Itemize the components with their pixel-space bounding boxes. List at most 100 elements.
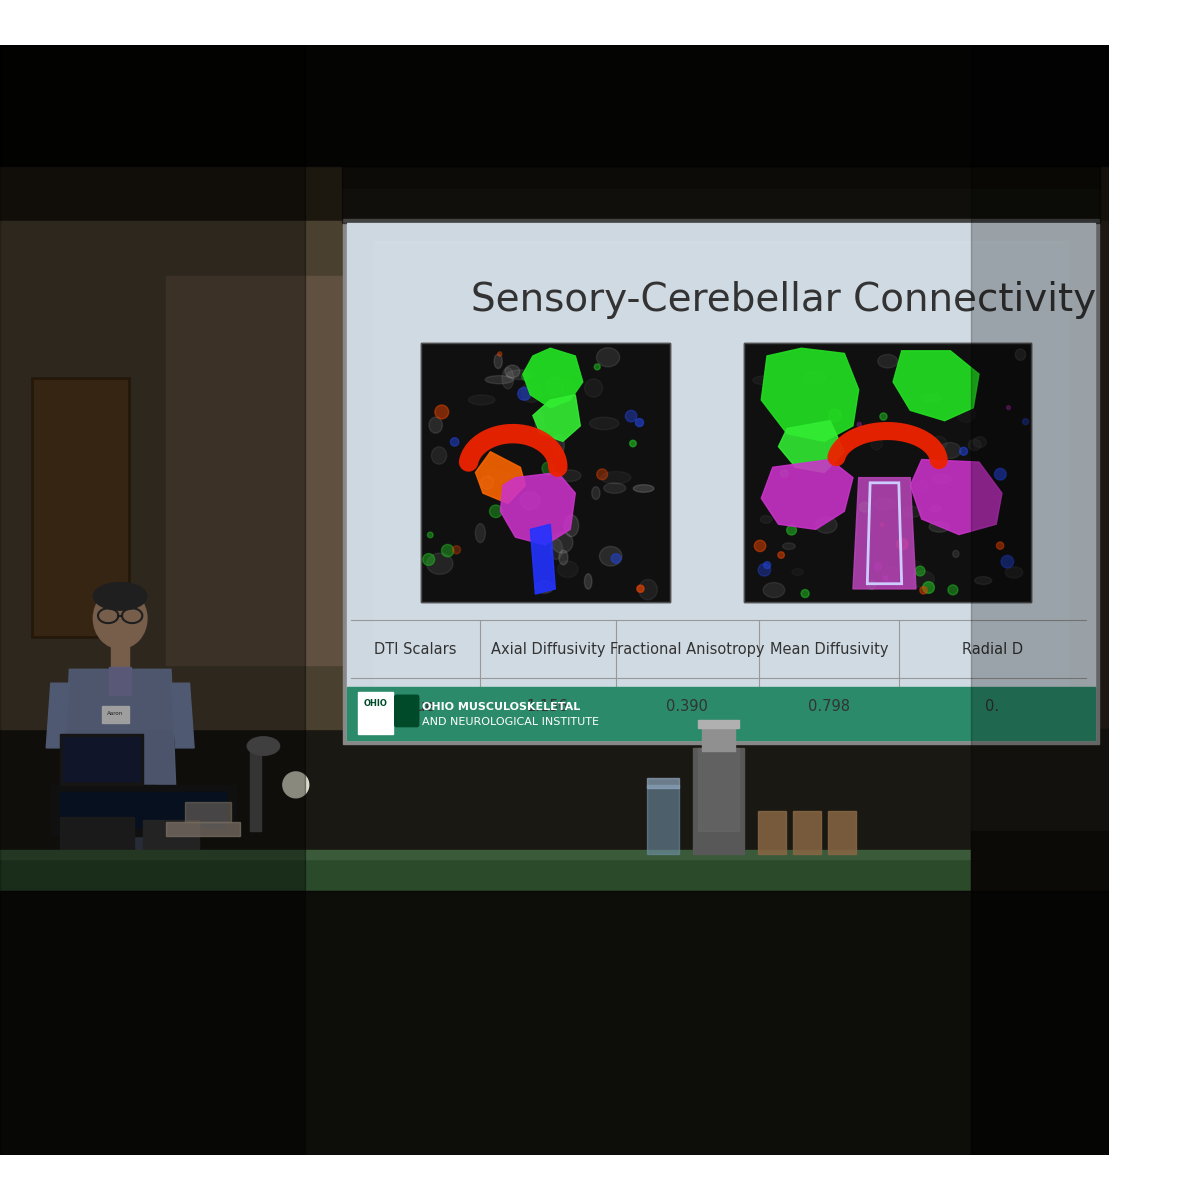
- Bar: [110, 647, 130, 670]
- Polygon shape: [893, 350, 979, 421]
- Text: Fractional Anisotropy: Fractional Anisotropy: [610, 642, 764, 656]
- Ellipse shape: [596, 348, 619, 367]
- Ellipse shape: [792, 569, 803, 576]
- Ellipse shape: [874, 498, 896, 510]
- Ellipse shape: [506, 370, 534, 379]
- Bar: [420, 343, 670, 602]
- Bar: [102, 707, 130, 722]
- Ellipse shape: [805, 372, 826, 384]
- Circle shape: [758, 564, 770, 576]
- Ellipse shape: [592, 487, 600, 499]
- Bar: [647, 785, 679, 854]
- Ellipse shape: [916, 481, 928, 492]
- Ellipse shape: [761, 516, 772, 523]
- Text: Mean Diffusivity: Mean Diffusivity: [769, 642, 888, 656]
- Bar: [0, 221, 352, 730]
- Ellipse shape: [931, 437, 947, 450]
- Ellipse shape: [940, 443, 961, 458]
- Ellipse shape: [558, 560, 578, 577]
- Circle shape: [636, 419, 643, 427]
- Circle shape: [611, 553, 620, 563]
- Ellipse shape: [782, 542, 796, 550]
- Bar: [971, 46, 1109, 1154]
- Ellipse shape: [494, 354, 503, 368]
- Bar: [971, 832, 1109, 1154]
- Polygon shape: [530, 524, 556, 594]
- Polygon shape: [761, 460, 853, 529]
- Bar: [0, 854, 1109, 892]
- Bar: [347, 223, 1096, 740]
- Ellipse shape: [600, 546, 622, 566]
- Bar: [83, 785, 115, 895]
- Ellipse shape: [601, 472, 631, 484]
- Bar: [698, 720, 739, 727]
- Circle shape: [802, 589, 809, 598]
- Circle shape: [1022, 419, 1028, 425]
- Bar: [143, 820, 199, 852]
- Bar: [32, 378, 130, 637]
- Circle shape: [490, 505, 502, 517]
- Circle shape: [880, 413, 887, 420]
- Ellipse shape: [1015, 349, 1026, 360]
- Bar: [185, 802, 232, 822]
- Bar: [374, 241, 1068, 722]
- Text: 0.798: 0.798: [808, 700, 850, 714]
- Ellipse shape: [283, 772, 308, 798]
- Ellipse shape: [911, 571, 935, 588]
- Bar: [0, 46, 1109, 166]
- Text: 0.390: 0.390: [666, 700, 708, 714]
- Circle shape: [960, 448, 967, 455]
- Bar: [744, 343, 1031, 602]
- Bar: [0, 46, 305, 1154]
- Bar: [0, 892, 1109, 1154]
- Circle shape: [498, 352, 502, 356]
- Ellipse shape: [520, 492, 540, 510]
- Text: DTI Scalars: DTI Scalars: [374, 642, 457, 656]
- Circle shape: [778, 552, 785, 558]
- Circle shape: [916, 566, 925, 576]
- Ellipse shape: [763, 582, 785, 598]
- Ellipse shape: [432, 446, 446, 464]
- Polygon shape: [500, 473, 575, 545]
- Circle shape: [1007, 406, 1010, 409]
- Text: Value: Value: [395, 700, 436, 714]
- Polygon shape: [170, 683, 194, 748]
- Ellipse shape: [94, 588, 146, 648]
- Circle shape: [883, 576, 888, 581]
- Polygon shape: [911, 460, 1002, 534]
- Bar: [342, 166, 1100, 223]
- Polygon shape: [65, 670, 175, 785]
- Bar: [167, 822, 240, 835]
- Ellipse shape: [900, 383, 918, 400]
- Ellipse shape: [589, 418, 619, 430]
- Bar: [0, 166, 1109, 221]
- Circle shape: [859, 502, 870, 512]
- Circle shape: [542, 462, 556, 475]
- Ellipse shape: [877, 354, 898, 368]
- Bar: [793, 811, 821, 854]
- Ellipse shape: [932, 474, 952, 484]
- Ellipse shape: [1006, 566, 1022, 578]
- Ellipse shape: [973, 437, 986, 448]
- Ellipse shape: [426, 553, 452, 575]
- Ellipse shape: [902, 506, 922, 517]
- Circle shape: [434, 406, 449, 419]
- Ellipse shape: [871, 437, 882, 450]
- Polygon shape: [533, 395, 581, 442]
- Ellipse shape: [634, 485, 654, 492]
- Circle shape: [923, 582, 935, 593]
- Polygon shape: [779, 421, 845, 473]
- Circle shape: [594, 364, 600, 370]
- Ellipse shape: [930, 505, 941, 512]
- Circle shape: [857, 422, 862, 427]
- Bar: [109, 667, 131, 695]
- Circle shape: [868, 581, 876, 589]
- Bar: [167, 276, 352, 665]
- Ellipse shape: [584, 574, 592, 589]
- Circle shape: [995, 468, 1006, 480]
- Ellipse shape: [604, 482, 625, 493]
- Bar: [62, 737, 140, 781]
- Circle shape: [1001, 556, 1014, 568]
- Polygon shape: [47, 683, 70, 748]
- Bar: [694, 748, 744, 854]
